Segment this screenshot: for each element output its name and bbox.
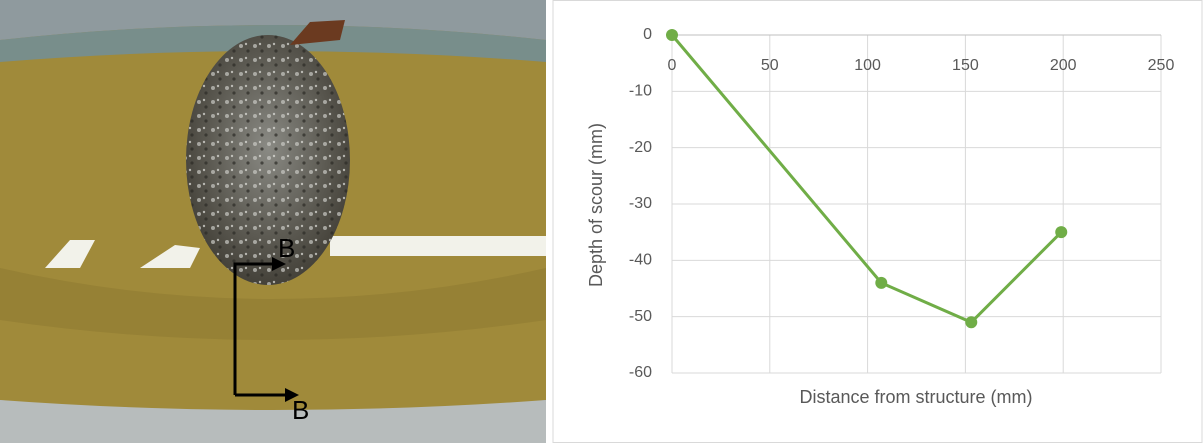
- chart-area: [552, 0, 1203, 443]
- x-tick-label: 50: [761, 57, 779, 74]
- y-tick-label: -60: [629, 364, 652, 381]
- y-tick-label: -10: [629, 83, 652, 100]
- y-tick-label: -30: [629, 195, 652, 212]
- section-arrows: [233, 262, 288, 397]
- section-label: B: [278, 233, 295, 263]
- x-tick-label: 200: [1050, 57, 1077, 74]
- y-tick-label: -50: [629, 308, 652, 325]
- data-point: [875, 276, 888, 289]
- data-point: [1055, 226, 1068, 239]
- x-tick-label: 0: [668, 57, 677, 74]
- shadow: [0, 268, 546, 340]
- structure: [290, 20, 345, 45]
- reflection: [330, 236, 546, 256]
- y-tick-label: -40: [629, 252, 652, 269]
- series-line: [670, 34, 1063, 325]
- flume-wall: [0, 400, 546, 443]
- riprap-texture: [186, 35, 350, 285]
- section-label: B: [292, 395, 309, 425]
- x-tick-label: 150: [952, 57, 979, 74]
- data-point: [666, 29, 678, 41]
- y-axis-title: Depth of scour (mm): [586, 123, 606, 287]
- y-tick-label: -20: [629, 139, 652, 156]
- x-tick-label: 250: [1148, 57, 1175, 74]
- y-tick-label: 0: [643, 26, 652, 43]
- reflection: [45, 240, 200, 268]
- x-axis-title: Distance from structure (mm): [799, 387, 1032, 407]
- data-point: [965, 316, 978, 329]
- x-tick-label: 100: [854, 57, 881, 74]
- photo: B B: [0, 0, 546, 443]
